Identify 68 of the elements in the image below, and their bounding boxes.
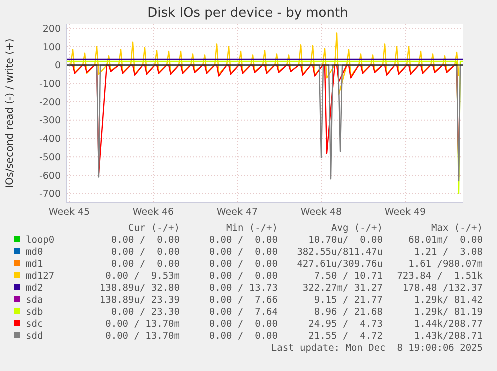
y-tick-label: -700: [39, 189, 61, 200]
text: 382.55u/811.47u: [297, 247, 383, 258]
y-tick-label: 0: [54, 60, 61, 72]
text: 0.00 / 7.66: [209, 295, 278, 306]
legend-label: md0: [26, 247, 44, 258]
y-tick-label: 100: [42, 42, 61, 54]
text: 0.00 / 13.70m: [106, 331, 180, 342]
text: 0.00 / 0.00: [111, 259, 180, 270]
line-series: [70, 32, 460, 96]
y-axis-title: IOs/second read (-) / write (+): [5, 38, 16, 188]
y-tick-label: 200: [42, 24, 61, 35]
x-tick-label: Week 46: [132, 207, 174, 218]
text: 9.15 / 21.77: [314, 295, 383, 306]
text: 0.00 / 0.00: [209, 319, 278, 330]
text: 723.84 / 1.51k: [397, 271, 484, 282]
text: 0.00 / 0.00: [209, 235, 278, 246]
x-tick-label: Week 49: [384, 207, 426, 218]
y-tick-label: -200: [39, 97, 61, 108]
text: 10.70u/ 0.00: [308, 235, 384, 246]
legend-label: sdd: [26, 331, 44, 342]
text: 21.55 / 4.72: [308, 331, 383, 342]
text: 0.00 / 0.00: [111, 235, 180, 246]
text: 178.48 /132.37: [402, 283, 483, 294]
text: 0.00 / 7.64: [209, 307, 278, 318]
text: 1.29k/ 81.19: [414, 307, 484, 318]
legend-label: sda: [26, 295, 44, 306]
text: 0.00 / 0.00: [209, 247, 278, 258]
text: 0.00 / 0.00: [209, 331, 278, 342]
text: 0.00 / 0.00: [111, 247, 180, 258]
text: 0.00 / 13.70m: [106, 319, 180, 330]
x-tick-label: Week 48: [300, 207, 342, 218]
text: Avg (-/+): [332, 223, 383, 234]
text: 0.00 / 0.00: [209, 271, 278, 282]
text: Max (-/+): [432, 223, 483, 234]
legend-label: sdb: [26, 307, 44, 318]
text: 68.01m/ 0.00: [408, 235, 484, 246]
y-tick-label: -600: [39, 170, 61, 182]
text: 138.89u/ 23.39: [100, 295, 180, 306]
text: 24.95 / 4.73: [308, 319, 383, 330]
text: 0.00 / 9.53m: [106, 271, 180, 282]
text: 0.00 / 13.73: [209, 283, 278, 294]
y-tick-label: -100: [39, 78, 61, 90]
text: 0.00 / 23.30: [111, 307, 180, 318]
text: 8.96 / 21.68: [314, 307, 384, 318]
y-tick-label: -400: [39, 134, 61, 146]
legend-label: md2: [26, 283, 44, 294]
y-tick-label: -300: [39, 116, 61, 127]
text: Cur (-/+): [128, 223, 180, 234]
text: 1.29k/ 81.42: [414, 295, 483, 306]
legend-label: md1: [26, 259, 44, 270]
text: 322.27m/ 31.27: [302, 283, 383, 294]
x-tick-label: Week 45: [48, 207, 90, 218]
legend-label: md127: [26, 271, 55, 282]
y-tick-label: -500: [39, 152, 61, 164]
text: 427.61u/309.76u: [297, 259, 383, 270]
text: 1.44k/208.77: [414, 319, 483, 330]
text: 0.00 / 0.00: [209, 259, 278, 270]
text: 138.89u/ 32.80: [100, 283, 180, 294]
text: Min (-/+): [226, 223, 278, 234]
text: 1.43k/208.71: [414, 331, 484, 342]
text: 1.61 /980.07m: [408, 259, 484, 270]
x-tick-label: Week 47: [216, 207, 258, 218]
legend-label: sdc: [26, 319, 44, 330]
text: 7.50 / 10.71: [314, 271, 384, 282]
legend-label: loop0: [26, 235, 55, 246]
text: 1.21 / 3.08: [414, 247, 484, 258]
chart-title: Disk IOs per device - by month: [148, 6, 348, 21]
text: Last update: Mon Dec 8 19:00:06 2025: [271, 343, 483, 354]
